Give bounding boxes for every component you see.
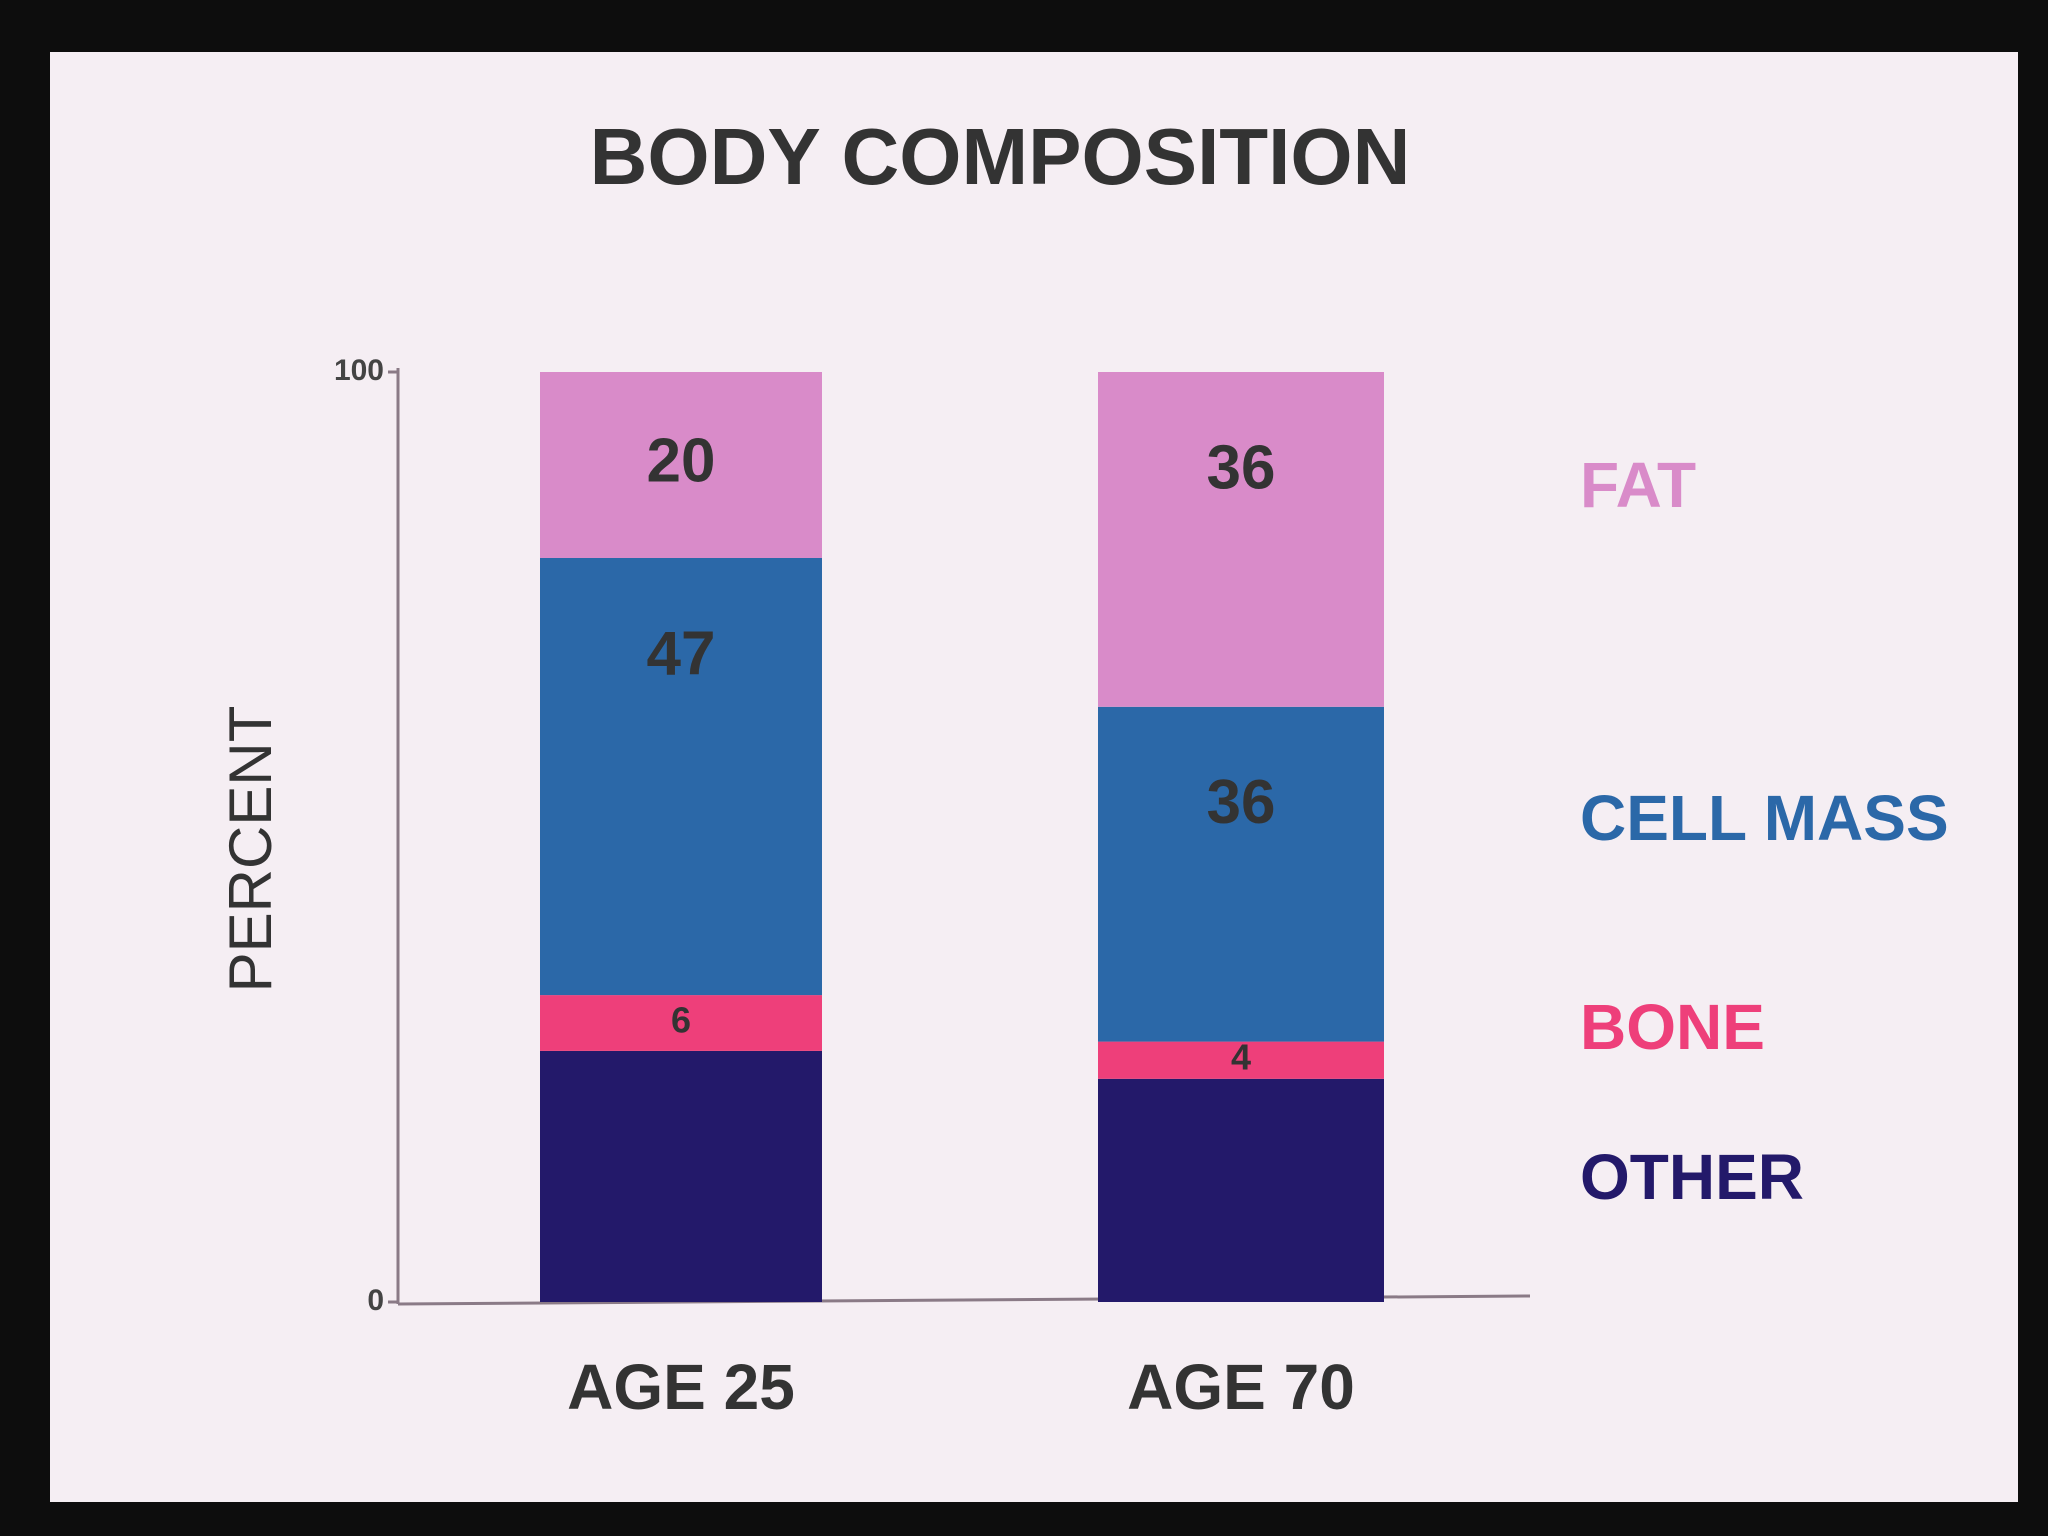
bar-segment [540, 1050, 822, 1302]
data-label: 36 [1207, 768, 1276, 837]
data-label: 4 [1231, 1037, 1251, 1078]
legend-entry: OTHER [1580, 1141, 1804, 1213]
data-label: 47 [647, 619, 716, 688]
legend-entry: CELL MASS [1580, 782, 1949, 854]
bar-segment [540, 995, 822, 1051]
bar-segment [1098, 1078, 1384, 1302]
legend-entry: FAT [1580, 449, 1696, 521]
x-tick-label: AGE 70 [1127, 1351, 1355, 1423]
bar-segment [540, 372, 822, 558]
chart-title: BODY COMPOSITION [590, 112, 1411, 201]
bar-segment [1098, 706, 1384, 1042]
bar-segment [540, 558, 822, 996]
y-tick-label: 100 [334, 354, 384, 387]
y-tick-label: 0 [367, 1284, 384, 1317]
slide-background [50, 52, 2018, 1502]
legend-entry: BONE [1580, 991, 1765, 1063]
bar-segment [1098, 372, 1384, 707]
x-tick-label: AGE 25 [567, 1351, 795, 1423]
bar-segment [1098, 1041, 1384, 1079]
data-label: 36 [1207, 433, 1276, 502]
y-axis-label: PERCENT [217, 706, 284, 993]
data-label: 6 [671, 1000, 691, 1041]
data-label: 20 [647, 426, 716, 495]
